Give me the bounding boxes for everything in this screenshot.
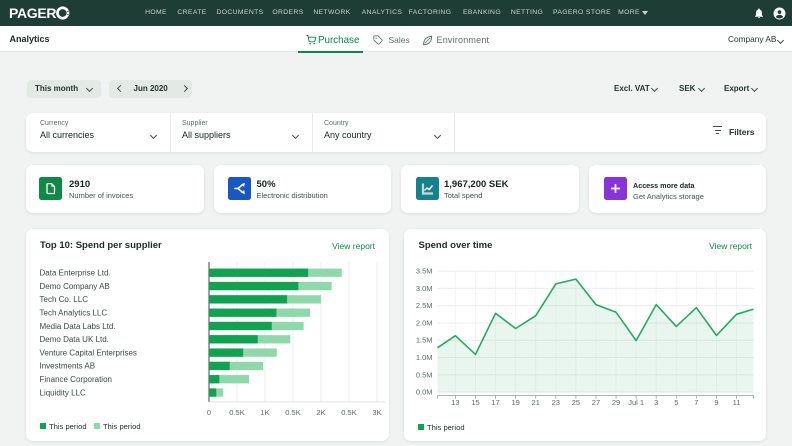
svg-text:Media Data Labs Ltd.: Media Data Labs Ltd. [40, 322, 116, 331]
svg-text:0.5M: 0.5M [416, 370, 433, 379]
svg-text:Liquidity LLC: Liquidity LLC [40, 388, 86, 397]
svg-text:0.5K: 0.5K [285, 408, 300, 417]
svg-text:2K: 2K [316, 408, 325, 417]
svg-text:9: 9 [714, 398, 718, 407]
svg-text:3: 3 [654, 398, 658, 407]
svg-text:0.0M: 0.0M [416, 388, 433, 397]
svg-text:0.5K: 0.5K [229, 408, 244, 417]
svg-text:11: 11 [733, 398, 741, 407]
svg-text:17: 17 [491, 398, 499, 407]
svg-text:13: 13 [451, 398, 459, 407]
svg-text:3.5M: 3.5M [416, 267, 433, 276]
svg-text:21: 21 [532, 398, 540, 407]
svg-text:0: 0 [207, 408, 211, 417]
svg-text:Tech Co. LLC: Tech Co. LLC [40, 295, 89, 304]
svg-text:25: 25 [572, 398, 580, 407]
svg-text:19: 19 [511, 398, 519, 407]
svg-text:7: 7 [694, 398, 698, 407]
svg-text:29: 29 [612, 398, 620, 407]
svg-text:0.5K: 0.5K [341, 408, 356, 417]
svg-text:PAGER: PAGER [9, 5, 56, 21]
svg-text:27: 27 [592, 398, 600, 407]
svg-text:2.0M: 2.0M [416, 318, 433, 327]
svg-text:1.0M: 1.0M [416, 353, 433, 362]
svg-text:Venture Capital Enterprises: Venture Capital Enterprises [40, 348, 137, 357]
svg-text:Investments AB: Investments AB [40, 362, 96, 371]
svg-text:Demo Data UK Ltd.: Demo Data UK Ltd. [40, 335, 109, 344]
svg-text:1.5M: 1.5M [416, 336, 433, 345]
svg-text:Demo Company AB: Demo Company AB [40, 282, 110, 291]
svg-text:Jul 1: Jul 1 [628, 398, 644, 407]
svg-text:3K: 3K [372, 408, 381, 417]
svg-text:1K: 1K [260, 408, 269, 417]
svg-text:5: 5 [674, 398, 678, 407]
svg-text:Data Enterprise Ltd.: Data Enterprise Ltd. [40, 269, 111, 278]
svg-text:2.5M: 2.5M [416, 301, 433, 310]
svg-text:Finance Corporation: Finance Corporation [40, 375, 112, 384]
svg-text:23: 23 [552, 398, 560, 407]
svg-text:Tech Analytics LLC: Tech Analytics LLC [40, 308, 108, 317]
svg-text:3.0M: 3.0M [416, 284, 433, 293]
svg-text:15: 15 [471, 398, 479, 407]
